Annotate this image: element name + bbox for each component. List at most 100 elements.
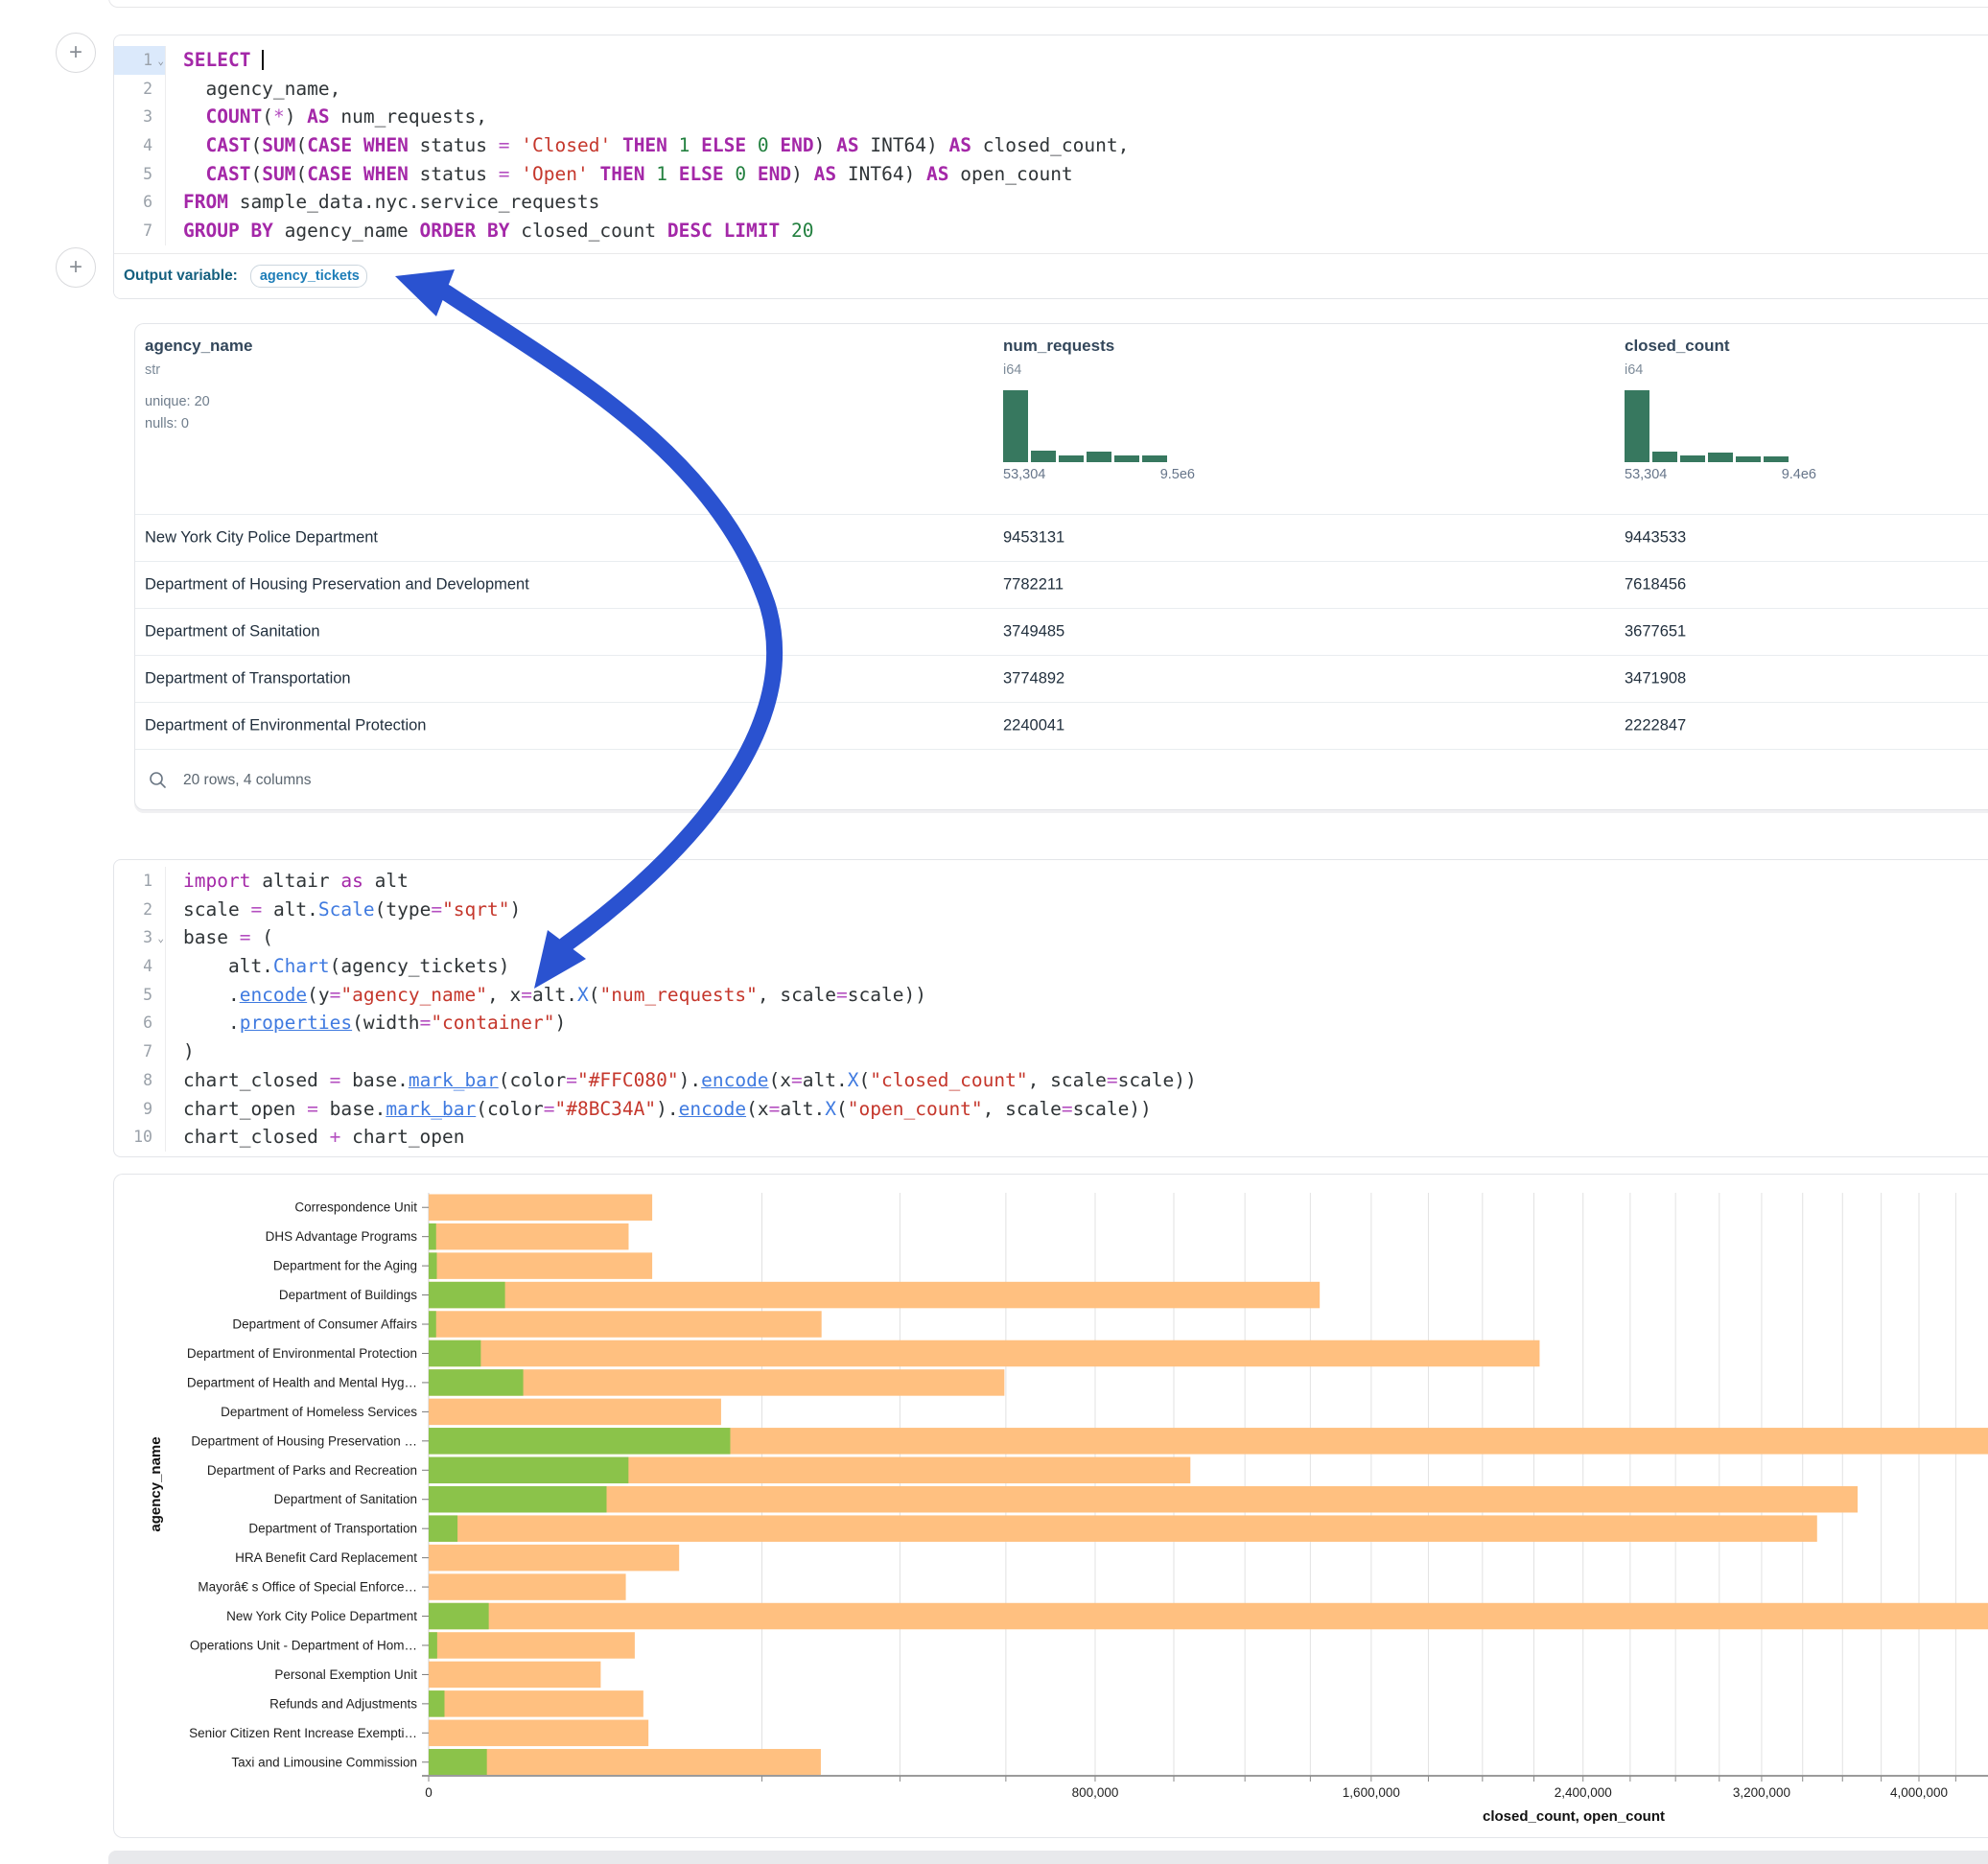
code-line[interactable]: 10chart_closed + chart_open — [114, 1123, 1988, 1152]
output-variable-badge[interactable]: agency_tickets — [250, 265, 367, 288]
code-line[interactable]: 7GROUP BY agency_name ORDER BY closed_co… — [114, 217, 1988, 245]
histogram-bar — [1680, 455, 1705, 462]
output-variable-label: Output variable: — [124, 268, 238, 285]
code-line[interactable]: 4 alt.Chart(agency_tickets) — [114, 952, 1988, 981]
histogram-bar — [1031, 451, 1056, 462]
line-number: 8 — [114, 1066, 166, 1095]
y-axis-title: agency_name — [148, 1436, 164, 1531]
cell-agency-name: Department of Sanitation — [145, 623, 320, 641]
chart-output-cell: Correspondence UnitDHS Advantage Program… — [113, 1174, 1988, 1838]
bar-open-count — [429, 1223, 436, 1250]
code-text: COUNT(*) AS num_requests, — [166, 103, 487, 131]
code-line[interactable]: 6 .properties(width="container") — [114, 1009, 1988, 1037]
bar-closed-count — [429, 1399, 721, 1426]
bar-closed-count — [429, 1486, 1858, 1513]
code-line[interactable]: 5 CAST(SUM(CASE WHEN status = 'Open' THE… — [114, 160, 1988, 189]
column-type: str — [145, 356, 252, 378]
y-axis-category-label: Mayorâ€ s Office of Special Enforce… — [198, 1580, 417, 1595]
previous-cell-bottom-edge — [108, 0, 1988, 8]
column-header[interactable]: num_requestsi6453,3049.5e6 — [1003, 324, 1195, 482]
bar-open-count — [429, 1749, 487, 1776]
column-histogram — [1625, 390, 1789, 462]
line-number: 5 — [114, 160, 166, 189]
cell-closed-count: 7618456 — [1625, 576, 1686, 594]
line-number: 1 — [114, 867, 166, 896]
row-count-label: 20 rows, 4 columns — [183, 772, 312, 789]
table-row: Department of Transportation377489234719… — [135, 655, 1988, 702]
line-number: 2 — [114, 896, 166, 924]
code-text: chart_open = base.mark_bar(color="#8BC34… — [166, 1095, 1152, 1124]
y-axis-category-label: Department of Sanitation — [274, 1492, 417, 1506]
column-histogram — [1003, 390, 1167, 462]
code-line[interactable]: 2scale = alt.Scale(type="sqrt") — [114, 896, 1988, 924]
line-number: 1⌄ — [114, 46, 166, 75]
code-line[interactable]: 5 .encode(y="agency_name", x=alt.X("num_… — [114, 981, 1988, 1010]
code-line[interactable]: 1import altair as alt — [114, 867, 1988, 896]
code-text: ) — [166, 1037, 195, 1066]
code-line[interactable]: 8chart_closed = base.mark_bar(color="#FF… — [114, 1066, 1988, 1095]
cell-closed-count: 3471908 — [1625, 670, 1686, 688]
code-line[interactable]: 7) — [114, 1037, 1988, 1066]
histogram-range-labels: 53,3049.5e6 — [1003, 467, 1195, 482]
y-axis-category-label: Refunds and Adjustments — [269, 1696, 417, 1711]
add-cell-button[interactable]: + — [56, 33, 96, 73]
code-line[interactable]: 2 agency_name, — [114, 75, 1988, 104]
code-line[interactable]: 3 COUNT(*) AS num_requests, — [114, 103, 1988, 131]
bar-closed-count — [429, 1573, 626, 1600]
bar-open-count — [429, 1428, 730, 1455]
text-cursor — [262, 50, 264, 70]
x-axis-tick-label: 3,200,000 — [1733, 1785, 1790, 1800]
search-icon[interactable] — [149, 771, 167, 789]
y-axis-category-label: Department of Transportation — [248, 1522, 417, 1536]
column-name: closed_count — [1625, 324, 1816, 356]
bar-open-count — [429, 1340, 480, 1367]
y-axis-category-label: Department of Consumer Affairs — [232, 1317, 417, 1332]
line-number: 7 — [114, 217, 166, 245]
x-axis-tick-label: 2,400,000 — [1555, 1785, 1612, 1800]
histogram-bar — [1114, 455, 1139, 462]
code-text: CAST(SUM(CASE WHEN status = 'Open' THEN … — [166, 160, 1073, 189]
code-line[interactable]: 9chart_open = base.mark_bar(color="#8BC3… — [114, 1095, 1988, 1124]
column-name: agency_name — [145, 324, 252, 356]
cell-num-requests: 7782211 — [1003, 576, 1064, 594]
bar-open-count — [429, 1515, 457, 1542]
y-axis-category-label: Department for the Aging — [273, 1259, 417, 1273]
cell-num-requests: 3749485 — [1003, 623, 1064, 641]
histogram-bar — [1625, 390, 1649, 462]
cell-num-requests: 2240041 — [1003, 717, 1064, 735]
column-name: num_requests — [1003, 324, 1195, 356]
code-text: chart_closed + chart_open — [166, 1123, 465, 1152]
x-axis-title: closed_count, open_count — [1483, 1808, 1665, 1825]
y-axis-category-label: Department of Environmental Protection — [187, 1346, 417, 1361]
fold-chevron-icon[interactable]: ⌄ — [157, 47, 164, 76]
y-axis-category-label: Correspondence Unit — [294, 1200, 417, 1215]
histogram-bar — [1003, 390, 1028, 462]
bar-closed-count — [429, 1311, 822, 1338]
code-line[interactable]: 6FROM sample_data.nyc.service_requests — [114, 188, 1988, 217]
code-text: FROM sample_data.nyc.service_requests — [166, 188, 599, 217]
column-header[interactable]: agency_namestrunique: 20nulls: 0 — [145, 324, 252, 435]
cell-closed-count: 3677651 — [1625, 623, 1686, 641]
x-axis-tick-label: 4,000,000 — [1890, 1785, 1948, 1800]
add-cell-button[interactable]: + — [56, 247, 96, 288]
line-number: 4 — [114, 952, 166, 981]
sql-code-editor[interactable]: 1⌄SELECT 2 agency_name,3 COUNT(*) AS num… — [114, 35, 1988, 245]
histogram-bar — [1652, 452, 1677, 462]
python-code-editor[interactable]: 1import altair as alt2scale = alt.Scale(… — [114, 860, 1988, 1152]
x-axis-tick-label: 800,000 — [1072, 1785, 1119, 1800]
bar-closed-count — [429, 1223, 628, 1250]
fold-chevron-icon[interactable]: ⌄ — [157, 924, 164, 953]
bar-closed-count — [429, 1720, 648, 1747]
python-cell: 1import altair as alt2scale = alt.Scale(… — [113, 859, 1988, 1157]
column-header[interactable]: closed_counti6453,3049.4e6 — [1625, 324, 1816, 482]
bar-closed-count — [429, 1340, 1539, 1367]
histogram-bar — [1059, 455, 1084, 462]
code-line[interactable]: 3⌄base = ( — [114, 923, 1988, 952]
code-text: chart_closed = base.mark_bar(color="#FFC… — [166, 1066, 1197, 1095]
code-text: alt.Chart(agency_tickets) — [166, 952, 509, 981]
code-line[interactable]: 4 CAST(SUM(CASE WHEN status = 'Closed' T… — [114, 131, 1988, 160]
table-row: Department of Environmental Protection22… — [135, 702, 1988, 749]
y-axis-category-label: Personal Exemption Unit — [274, 1667, 417, 1682]
table-header: agency_namestrunique: 20nulls: 0 num_requ… — [135, 324, 1988, 514]
code-line[interactable]: 1⌄SELECT — [114, 46, 1988, 75]
